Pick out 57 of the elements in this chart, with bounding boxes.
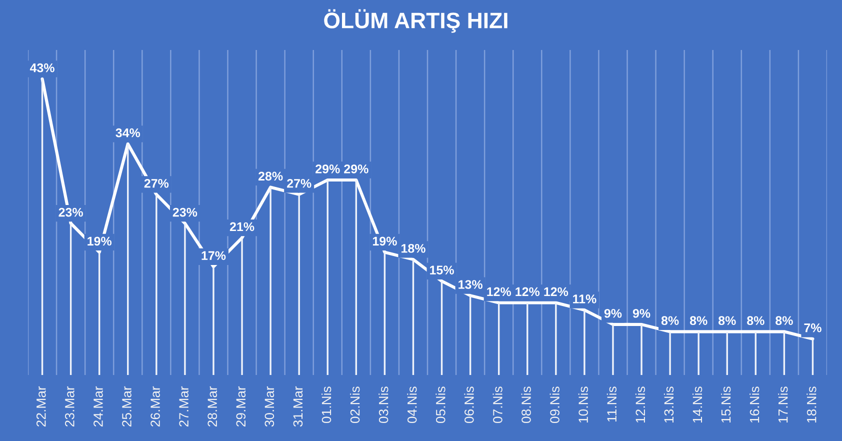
x-tick-label: 01.Nis [321,386,332,423]
x-tick-label: 24.Mar [94,386,103,427]
data-label: 11% [573,294,596,304]
data-label: 27% [287,178,312,188]
x-tick-label: 18.Nis [806,386,816,423]
data-label: 28% [258,172,283,181]
x-tick-label: 25.Mar [122,386,132,427]
x-tick-label: 08.Nis [521,386,531,423]
data-label: 7% [804,323,822,332]
data-label: 13% [458,280,482,289]
data-label: 29% [344,164,368,174]
x-tick-label: 04.Nis [407,386,417,423]
data-label: 8% [747,316,764,326]
x-tick-label: 14.Nis [692,386,702,423]
x-tick-label: 29.Mar [236,386,246,427]
x-tick-label: 27.Mar [179,386,188,427]
x-tick-label: 10.Nis [578,386,588,423]
data-label: 43% [30,63,54,72]
x-tick-label: 16.Nis [750,386,760,423]
data-label: 19% [372,236,397,246]
x-tick-label: 12.Nis [635,386,646,423]
x-tick-label: 03.Nis [378,386,388,423]
x-tick-label: 02.Nis [350,386,360,423]
x-tick-label: 23.Mar [65,386,74,427]
x-tick-label: 17.Nis [778,386,788,423]
data-label: 19% [88,236,112,246]
x-tick-label: 13.Nis [664,386,674,423]
x-tick-label: 11.Nis [606,386,617,422]
data-label: 8% [661,316,679,326]
x-tick-label: 15.Nis [720,386,731,423]
x-tick-label: 26.Mar [150,386,160,427]
x-tick-label: 28.Mar [208,386,218,427]
data-label: 18% [402,244,426,253]
data-label: 21% [230,222,254,232]
x-tick-label: 09.Nis [550,386,560,423]
x-tick-label: 06.Nis [464,386,474,423]
data-label: 12% [487,287,512,296]
data-label: 34% [116,128,140,138]
data-label: 29% [316,164,340,174]
data-label: 12% [516,287,540,296]
data-label: 12% [544,287,568,296]
chart-title: ÖLÜM ARTIŞ HIZI [324,9,508,33]
data-label: 27% [144,178,169,188]
x-tick-label: 22.Mar [36,386,46,427]
data-label: 8% [690,316,708,326]
data-label: 8% [776,316,793,326]
data-label: 9% [632,308,650,318]
x-tick-label: 05.Nis [436,386,446,423]
data-label: 17% [202,251,226,260]
data-label: 23% [58,208,83,217]
data-label: 8% [718,316,736,326]
x-tick-label: 31.Mar [293,386,303,427]
x-tick-label: 30.Mar [264,386,274,427]
data-label: 15% [430,266,454,274]
x-tick-label: 07.Nis [492,386,502,423]
data-label: 9% [604,308,622,318]
data-label: 23% [172,208,198,217]
